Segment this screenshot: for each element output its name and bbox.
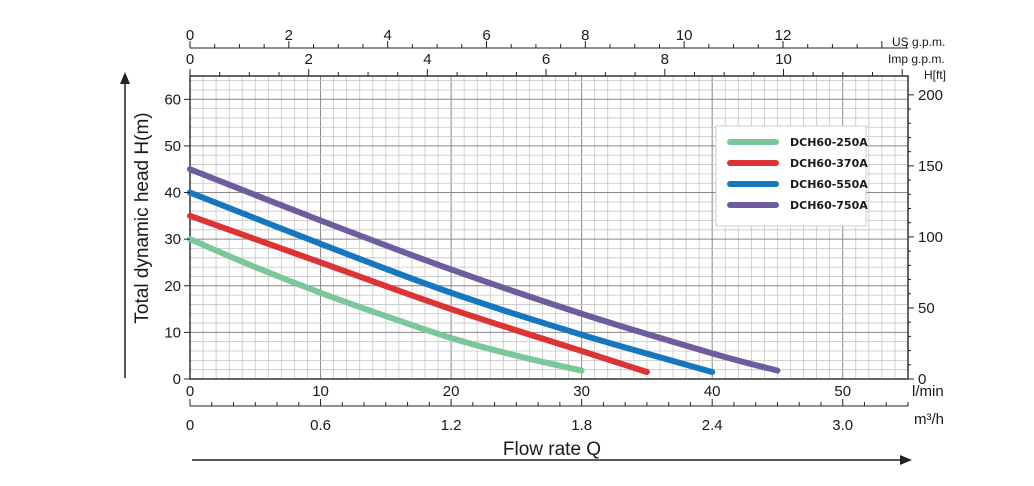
y-right-tick-label: 100 [918, 229, 943, 246]
x-us-gpm-tick-label: 10 [676, 27, 693, 44]
chart-series [187, 166, 781, 376]
x-us-gpm-tick-label: 4 [383, 27, 391, 44]
y-left-tick-label: 10 [164, 324, 181, 341]
x-m3h-tick-label: 1.2 [441, 417, 462, 434]
x-us-gpm-tick-label: 2 [285, 27, 293, 44]
y-left-tick-label: 60 [164, 91, 181, 108]
x-m3h-tick-label: 2.4 [702, 417, 723, 434]
x-us-gpm-tick-label: 0 [186, 27, 194, 44]
legend-label-DCH60-550A: DCH60-550A [790, 178, 868, 191]
unit-ft: H[ft] [924, 68, 946, 82]
x-lpm-tick-label: 40 [704, 383, 721, 400]
series-line-DCH60-550A [187, 189, 716, 376]
y-left-tick-label: 50 [164, 138, 181, 155]
x-lpm-tick-label: 20 [443, 383, 460, 400]
plot-frame [189, 75, 909, 380]
x-imp-gpm-tick-label: 6 [542, 51, 550, 68]
x-imp-gpm-tick-label: 8 [661, 51, 669, 68]
x-axis-arrow [192, 455, 912, 465]
y-right-tick-label: 0 [918, 371, 926, 388]
x-imp-gpm-tick-label: 0 [186, 51, 194, 68]
y-right-tick-label: 200 [918, 87, 943, 104]
unit-us-gpm: US g.p.m. [892, 35, 945, 49]
x-imp-gpm-tick-label: 10 [775, 51, 792, 68]
series-line-DCH60-750A [187, 166, 781, 374]
unit-m3h: m³/h [914, 411, 944, 428]
x-us-gpm-tick-label: 12 [775, 27, 792, 44]
x-lpm-tick-label: 50 [834, 383, 851, 400]
series-line-DCH60-250A [187, 236, 585, 374]
unit-imp-gpm: Imp g.p.m. [888, 52, 945, 66]
y-left-tick-label: 0 [173, 371, 181, 388]
x-imp-gpm-tick-label: 2 [305, 51, 313, 68]
y-right-tick-label: 50 [918, 300, 935, 317]
y-left-tick-label: 30 [164, 231, 181, 248]
series-line-DCH60-370A [187, 212, 650, 376]
x-us-gpm-tick-label: 8 [581, 27, 589, 44]
chart-grid [189, 76, 909, 380]
x-us-gpm-tick-label: 6 [482, 27, 490, 44]
x-imp-gpm-tick-label: 4 [423, 51, 431, 68]
x-m3h-tick-label: 1.8 [571, 417, 592, 434]
y-left-tick-label: 40 [164, 185, 181, 202]
x-axis-title: Flow rate Q [503, 439, 601, 460]
y-right-tick-label: 150 [918, 158, 943, 175]
x-m3h-tick-label: 0 [186, 417, 194, 434]
x-lpm-tick-label: 0 [186, 383, 194, 400]
x-lpm-tick-label: 30 [573, 383, 590, 400]
chart-legend: DCH60-250A DCH60-370A DCH60-550A DCH60-750A [715, 125, 868, 227]
legend-label-DCH60-750A: DCH60-750A [790, 199, 868, 212]
x-m3h-tick-label: 3.0 [832, 417, 853, 434]
unit-lpm: l/min [912, 383, 944, 400]
y-axis-title: Total dynamic head H(m) [132, 112, 153, 323]
y-left-tick-label: 20 [164, 278, 181, 295]
legend-label-DCH60-370A: DCH60-370A [790, 157, 868, 170]
y-axis-arrow [120, 72, 130, 378]
x-m3h-tick-label: 0.6 [310, 417, 331, 434]
legend-label-DCH60-250A: DCH60-250A [790, 136, 868, 149]
x-lpm-tick-label: 10 [312, 383, 329, 400]
